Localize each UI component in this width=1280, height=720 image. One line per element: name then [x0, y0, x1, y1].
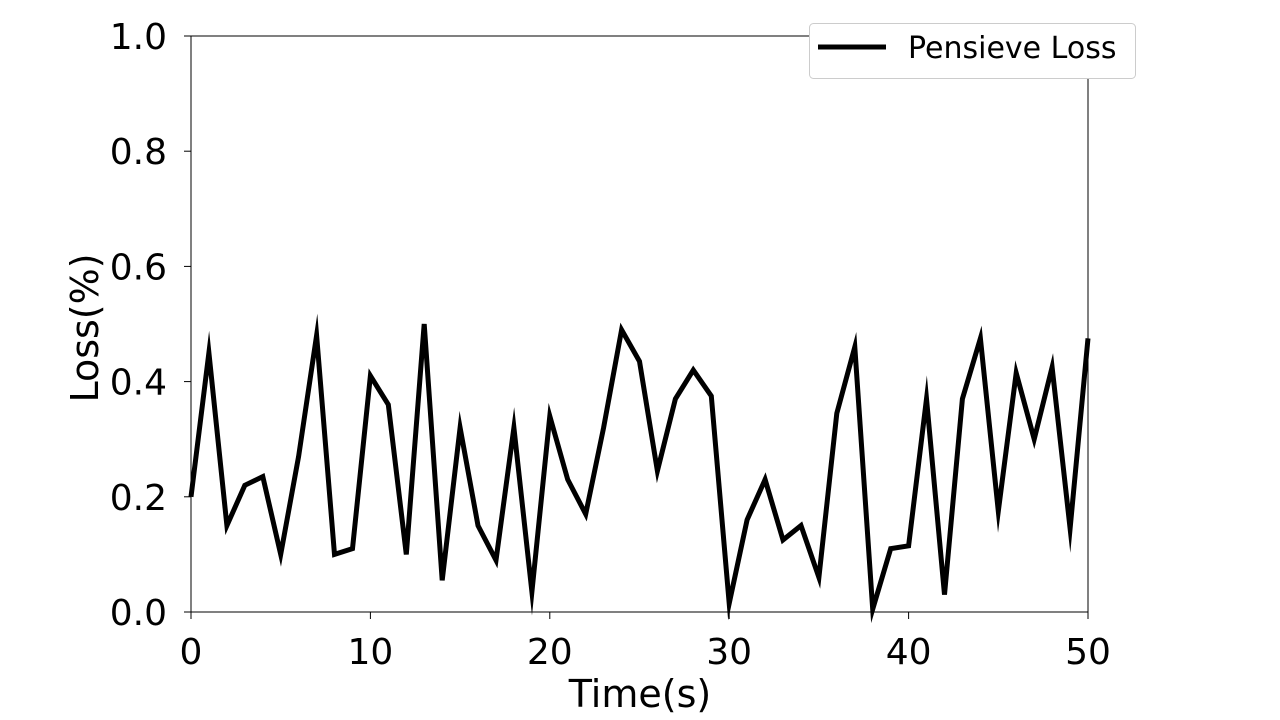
x-tick-label: 20 [527, 632, 573, 673]
x-axis-label: Time(s) [568, 672, 711, 716]
x-tick-label: 40 [886, 632, 932, 673]
x-tick-label: 30 [706, 632, 752, 673]
y-tick-label: 1.0 [110, 17, 167, 58]
x-tick-label: 10 [347, 632, 393, 673]
y-tick-label: 0.6 [110, 247, 167, 288]
x-axis: 0 10 20 30 40 50 [180, 612, 1111, 673]
plot-area [190, 35, 1089, 613]
y-tick-label: 0.2 [110, 478, 167, 519]
y-tick-label: 0.8 [110, 132, 167, 173]
legend-box [809, 23, 1136, 79]
y-axis-label: Loss(%) [63, 253, 107, 402]
y-axis: 0.0 0.2 0.4 0.6 0.8 1.0 [110, 17, 191, 634]
y-tick-label: 0.4 [110, 363, 167, 404]
y-tick-label: 0.0 [110, 593, 167, 634]
legend-entry-label: Pensieve Loss [908, 31, 1116, 66]
legend: Pensieve Loss [809, 23, 1136, 79]
x-tick-label: 50 [1065, 632, 1111, 673]
plot-border [190, 35, 1089, 613]
series-line-pensieve-loss [188, 313, 1091, 624]
x-tick-label: 0 [180, 632, 203, 673]
series-layer [188, 313, 1091, 624]
